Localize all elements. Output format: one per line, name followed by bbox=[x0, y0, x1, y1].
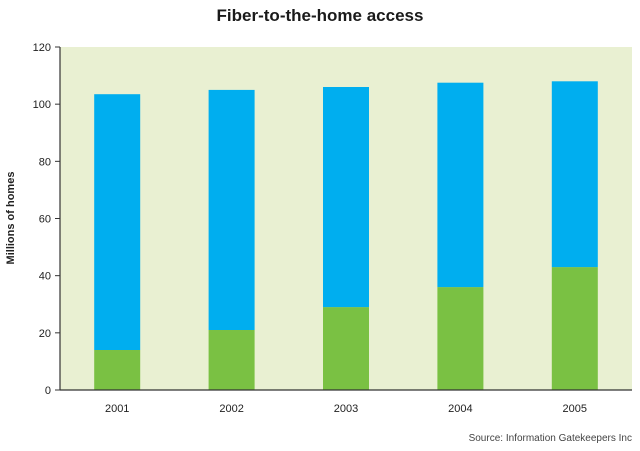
x-tick-label: 2001 bbox=[105, 403, 129, 415]
bar-segment-2-2004 bbox=[437, 82, 484, 288]
y-tick-label: 60 bbox=[39, 214, 51, 226]
x-tick-label: 2003 bbox=[334, 403, 358, 415]
bar-segment-1-2001 bbox=[94, 350, 141, 390]
bar-segment-1-2002 bbox=[208, 330, 255, 390]
y-tick-label: 120 bbox=[33, 42, 51, 54]
bar-segment-2-2002 bbox=[208, 89, 255, 331]
x-ticks-group: 2001 2002 2003 2004 2005 bbox=[105, 403, 587, 415]
y-axis-label: Millions of homes bbox=[5, 172, 17, 265]
y-tick-label: 40 bbox=[39, 271, 51, 283]
y-tick-label: 80 bbox=[39, 156, 51, 168]
y-tick-label: 100 bbox=[33, 99, 51, 111]
chart-title: Fiber-to-the-home access bbox=[217, 6, 424, 25]
y-ticks-group: 0 20 40 60 80 100 120 bbox=[33, 42, 60, 397]
bar-segment-1-2003 bbox=[323, 307, 369, 390]
x-tick-label: 2005 bbox=[563, 403, 587, 415]
bar-segment-1-2005 bbox=[551, 267, 598, 390]
bar-segment-2-2003 bbox=[323, 87, 369, 308]
y-tick-label: 0 bbox=[45, 385, 51, 397]
bar-segment-2-2001 bbox=[94, 94, 141, 350]
x-tick-label: 2004 bbox=[448, 403, 472, 415]
source-note: Source: Information Gatekeepers Inc bbox=[469, 433, 632, 444]
bar-segment-1-2004 bbox=[437, 287, 484, 390]
bar-segment-2-2005 bbox=[551, 81, 598, 268]
y-tick-label: 20 bbox=[39, 328, 51, 340]
x-tick-label: 2002 bbox=[219, 403, 243, 415]
bars-group bbox=[94, 81, 598, 390]
